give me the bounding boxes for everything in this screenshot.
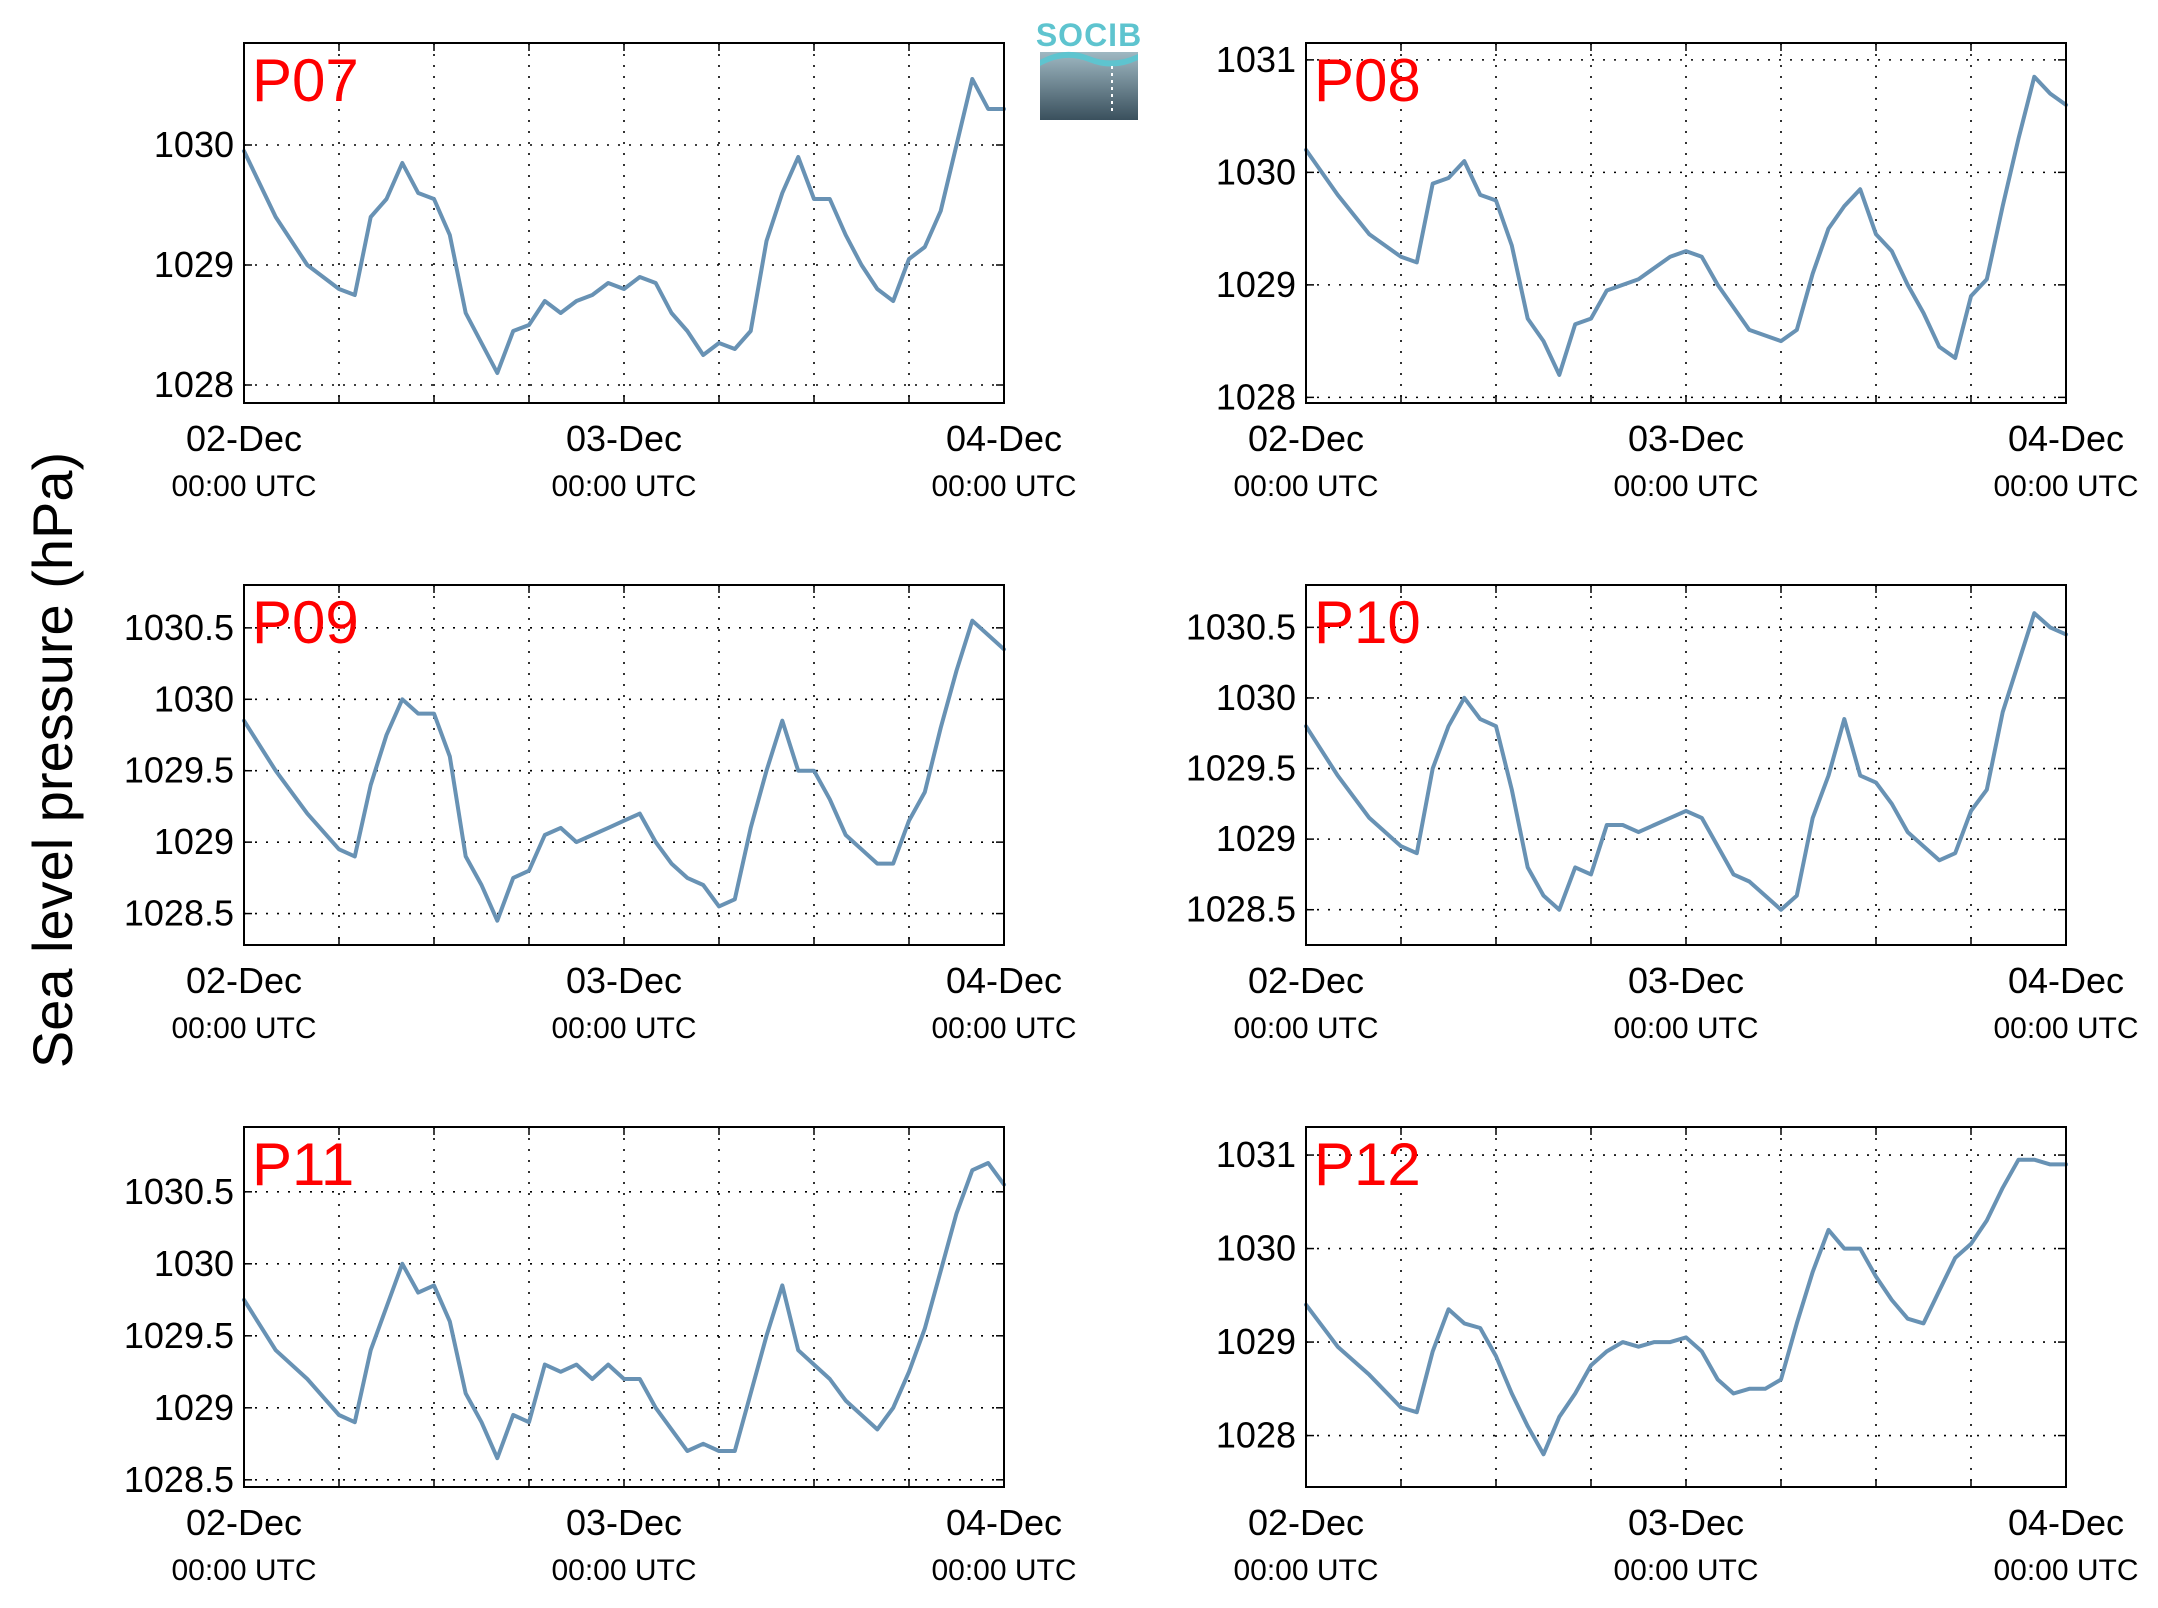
y-tick-label: 1030 xyxy=(1216,677,1296,718)
y-tick-label: 1031 xyxy=(1216,1134,1296,1175)
y-tick-label: 1029 xyxy=(1216,264,1296,305)
chart-panel: 1028.5 1029 1029.5 1030 1030.5 02-Dec 00:00 UT… xyxy=(124,584,1077,1045)
panel-station-label: P08 xyxy=(1314,47,1421,114)
x-tick-label-date: 02-Dec xyxy=(1248,1502,1364,1543)
x-tick-label-date: 03-Dec xyxy=(566,418,682,459)
plot-frame xyxy=(243,42,1005,404)
panel-station-label: P12 xyxy=(1314,1131,1421,1198)
y-tick-label: 1030 xyxy=(1216,151,1296,192)
x-tick-label-time: 00:00 UTC xyxy=(1233,1012,1378,1045)
pressure-series-line xyxy=(242,77,1006,375)
x-tick-label-date: 04-Dec xyxy=(2008,960,2124,1001)
plot-frame xyxy=(1305,584,2067,946)
x-tick-label-time: 00:00 UTC xyxy=(931,470,1076,503)
x-tick-label-time: 00:00 UTC xyxy=(1993,1554,2138,1587)
x-tick-label-date: 02-Dec xyxy=(1248,960,1364,1001)
x-tick-label-date: 04-Dec xyxy=(2008,1502,2124,1543)
chart-panel: 1028 1029 1030 1031 02-Dec 00:00 UTC 03-Dec 00:… xyxy=(1216,39,2139,503)
x-tick-label-time: 00:00 UTC xyxy=(551,1554,696,1587)
x-tick-label-date: 03-Dec xyxy=(566,1502,682,1543)
x-tick-label-time: 00:00 UTC xyxy=(171,1012,316,1045)
x-tick-label-date: 02-Dec xyxy=(186,1502,302,1543)
logo-text: SOCIB xyxy=(1036,17,1142,53)
y-tick-label: 1028.5 xyxy=(124,1459,234,1500)
chart-panel: 1028.5 1029 1029.5 1030 1030.5 02-Dec 00:00 UT… xyxy=(124,1126,1077,1587)
x-tick-label-time: 00:00 UTC xyxy=(171,1554,316,1587)
x-tick-label-date: 04-Dec xyxy=(946,418,1062,459)
x-tick-label-date: 03-Dec xyxy=(1628,1502,1744,1543)
pressure-series-line xyxy=(242,618,1006,923)
y-tick-label: 1030 xyxy=(154,124,234,165)
x-tick-label-date: 04-Dec xyxy=(946,960,1062,1001)
y-tick-label: 1031 xyxy=(1216,39,1296,80)
y-tick-label: 1028.5 xyxy=(124,893,234,934)
panel-station-label: P11 xyxy=(252,1131,354,1198)
chart-panel: 1028 1029 1030 02-Dec 00:00 UTC 03-Dec 00:00 U… xyxy=(154,42,1077,503)
x-tick-label-time: 00:00 UTC xyxy=(1993,470,2138,503)
x-tick-label-date: 04-Dec xyxy=(2008,418,2124,459)
x-tick-label-date: 02-Dec xyxy=(186,418,302,459)
panel-station-label: P09 xyxy=(252,589,359,656)
plot-frame xyxy=(243,1126,1005,1488)
x-tick-label-time: 00:00 UTC xyxy=(1613,1554,1758,1587)
chart-panel: 1028.5 1029 1029.5 1030 1030.5 02-Dec 00:00 UT… xyxy=(1186,584,2139,1045)
pressure-series-line xyxy=(242,1161,1006,1461)
x-tick-label-time: 00:00 UTC xyxy=(171,470,316,503)
x-tick-label-date: 03-Dec xyxy=(1628,960,1744,1001)
y-tick-label: 1029.5 xyxy=(124,750,234,791)
y-tick-label: 1029 xyxy=(1216,1321,1296,1362)
x-tick-label-time: 00:00 UTC xyxy=(931,1012,1076,1045)
x-tick-label-date: 03-Dec xyxy=(1628,418,1744,459)
x-tick-label-time: 00:00 UTC xyxy=(931,1554,1076,1587)
x-tick-label-date: 02-Dec xyxy=(1248,418,1364,459)
x-tick-label-date: 04-Dec xyxy=(946,1502,1062,1543)
y-tick-label: 1030 xyxy=(1216,1228,1296,1269)
x-tick-label-date: 03-Dec xyxy=(566,960,682,1001)
y-tick-label: 1029 xyxy=(154,1387,234,1428)
x-tick-label-time: 00:00 UTC xyxy=(1233,470,1378,503)
y-tick-label: 1030 xyxy=(154,1243,234,1284)
chart-panel: 1028 1029 1030 1031 02-Dec 00:00 UTC 03-Dec 00:… xyxy=(1216,1126,2139,1587)
pressure-series-line xyxy=(1304,74,2068,377)
x-tick-label-time: 00:00 UTC xyxy=(1993,1012,2138,1045)
pressure-series-line xyxy=(1304,611,2068,912)
panel-station-label: P07 xyxy=(252,47,359,114)
x-tick-label-date: 02-Dec xyxy=(186,960,302,1001)
y-tick-label: 1030.5 xyxy=(1186,606,1296,647)
y-tick-label: 1029.5 xyxy=(124,1315,234,1356)
y-tick-label: 1029 xyxy=(154,821,234,862)
y-tick-label: 1030.5 xyxy=(124,607,234,648)
plot-frame xyxy=(1305,42,2067,404)
x-tick-label-time: 00:00 UTC xyxy=(551,470,696,503)
y-tick-label: 1029.5 xyxy=(1186,748,1296,789)
plot-frame xyxy=(243,584,1005,946)
y-tick-label: 1029 xyxy=(1216,818,1296,859)
y-tick-label: 1028.5 xyxy=(1186,889,1296,930)
plot-frame xyxy=(1305,1126,2067,1488)
x-tick-label-time: 00:00 UTC xyxy=(1233,1554,1378,1587)
y-tick-label: 1028 xyxy=(154,364,234,405)
panel-station-label: P10 xyxy=(1314,589,1421,656)
y-tick-label: 1030 xyxy=(154,678,234,719)
y-tick-label: 1028 xyxy=(1216,376,1296,417)
x-tick-label-time: 00:00 UTC xyxy=(1613,470,1758,503)
y-tick-label: 1030.5 xyxy=(124,1171,234,1212)
x-tick-label-time: 00:00 UTC xyxy=(1613,1012,1758,1045)
y-axis-label: Sea level pressure (hPa) xyxy=(21,452,84,1068)
y-tick-label: 1028 xyxy=(1216,1415,1296,1456)
pressure-series-line xyxy=(1304,1157,2068,1457)
socib-logo: SOCIB xyxy=(1036,17,1142,120)
x-tick-label-time: 00:00 UTC xyxy=(551,1012,696,1045)
y-tick-label: 1029 xyxy=(154,244,234,285)
